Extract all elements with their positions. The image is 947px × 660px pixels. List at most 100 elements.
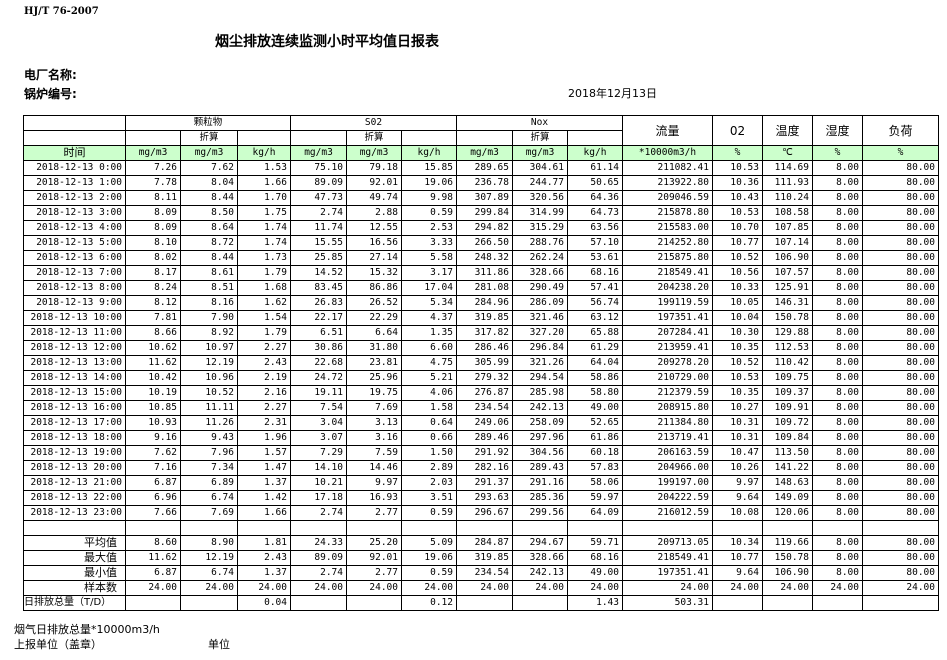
unit-label: kg/h — [567, 145, 623, 161]
cell — [290, 520, 347, 536]
value-cell: 5.58 — [401, 250, 457, 266]
value-cell: 258.09 — [512, 415, 568, 431]
value-cell: 210729.00 — [622, 370, 713, 386]
value-cell: 8.61 — [180, 265, 238, 281]
value-cell: 80.00 — [862, 445, 939, 461]
value-cell: 24.00 — [512, 580, 568, 596]
value-cell: 8.44 — [180, 190, 238, 206]
time-cell: 2018-12-13 15:00 — [23, 385, 126, 401]
value-cell: 8.00 — [812, 190, 863, 206]
cell — [23, 115, 126, 131]
value-cell: 30.86 — [290, 340, 347, 356]
value-cell: 10.26 — [712, 460, 763, 476]
value-cell: 305.99 — [456, 355, 513, 371]
value-cell: 80.00 — [862, 160, 939, 176]
unit-label: ℃ — [762, 145, 813, 161]
value-cell: 2.77 — [346, 565, 402, 581]
value-cell: 208915.80 — [622, 400, 713, 416]
converted-label: 折算 — [180, 130, 238, 146]
value-cell: 197351.41 — [622, 310, 713, 326]
summary-label: 样本数 — [23, 580, 126, 596]
value-cell: 92.01 — [346, 175, 402, 191]
value-cell: 199119.59 — [622, 295, 713, 311]
value-cell: 296.67 — [456, 505, 513, 521]
value-cell: 249.06 — [456, 415, 513, 431]
value-cell: 289.65 — [456, 160, 513, 176]
value-cell: 80.00 — [862, 205, 939, 221]
value-cell: 10.35 — [712, 340, 763, 356]
value-cell: 8.50 — [180, 205, 238, 221]
value-cell: 8.00 — [812, 175, 863, 191]
value-cell: 58.80 — [567, 385, 623, 401]
value-cell: 80.00 — [862, 565, 939, 581]
value-cell: 299.56 — [512, 505, 568, 521]
value-cell: 8.44 — [180, 250, 238, 266]
value-cell: 65.88 — [567, 325, 623, 341]
value-cell: 8.11 — [125, 190, 181, 206]
value-cell: 209278.20 — [622, 355, 713, 371]
table-row: 样本数 24.00 24.00 24.00 24.00 24.00 24.00 24.00 24… — [23, 580, 939, 596]
unit: 单位 — [208, 638, 230, 651]
value-cell: 3.16 — [346, 430, 402, 446]
value-cell: 106.90 — [762, 565, 813, 581]
unit-label: mg/m3 — [512, 145, 568, 161]
value-cell: 63.12 — [567, 310, 623, 326]
cell — [456, 130, 513, 146]
time-cell: 2018-12-13 12:00 — [23, 340, 126, 356]
value-cell: 285.98 — [512, 385, 568, 401]
value-cell: 7.26 — [125, 160, 181, 176]
value-cell: 8.00 — [812, 460, 863, 476]
value-cell: 80.00 — [862, 370, 939, 386]
value-cell: 1.79 — [237, 265, 291, 281]
value-cell: 9.16 — [125, 430, 181, 446]
table-row: 折算 折算 折算 — [23, 130, 939, 146]
value-cell: 149.09 — [762, 490, 813, 506]
cell — [237, 130, 291, 146]
value-cell — [180, 595, 238, 611]
time-cell: 2018-12-13 5:00 — [23, 235, 126, 251]
value-cell: 10.47 — [712, 445, 763, 461]
value-cell: 199197.00 — [622, 475, 713, 491]
value-cell: 8.00 — [812, 505, 863, 521]
value-cell: 53.61 — [567, 250, 623, 266]
value-cell: 2.89 — [401, 460, 457, 476]
value-cell: 294.82 — [456, 220, 513, 236]
table-row — [23, 520, 939, 536]
plant-label: 电厂名称: — [24, 68, 77, 82]
table-row: 2018-12-13 20:00 7.16 7.34 1.47 14.10 14.46 2.… — [23, 460, 939, 476]
title: 烟尘排放连续监测小时平均值日报表 — [215, 34, 439, 50]
value-cell: 24.00 — [762, 580, 813, 596]
value-cell: 8.00 — [812, 415, 863, 431]
value-cell: 8.00 — [812, 235, 863, 251]
value-cell: 8.04 — [180, 175, 238, 191]
value-cell: 92.01 — [346, 550, 402, 566]
value-cell: 296.84 — [512, 340, 568, 356]
table-row: 2018-12-13 15:00 10.19 10.52 2.16 19.11 19.75… — [23, 385, 939, 401]
unit-label: % — [862, 145, 939, 161]
value-cell: 14.10 — [290, 460, 347, 476]
value-cell: 8.16 — [180, 295, 238, 311]
time-cell: 2018-12-13 2:00 — [23, 190, 126, 206]
value-cell: 80.00 — [862, 505, 939, 521]
table-row: 时间 mg/m3 mg/m3 kg/h mg/m3 mg/m3 kg/h mg/m3 mg/m3… — [23, 145, 939, 161]
value-cell: 1.37 — [237, 565, 291, 581]
column-header: 温度 — [762, 115, 813, 146]
value-cell: 63.56 — [567, 220, 623, 236]
value-cell: 31.80 — [346, 340, 402, 356]
value-cell: 211082.41 — [622, 160, 713, 176]
value-cell — [125, 595, 181, 611]
value-cell: 6.74 — [180, 565, 238, 581]
value-cell: 1.74 — [237, 220, 291, 236]
table-row: 2018-12-13 12:00 10.62 10.97 2.27 30.86 31.80… — [23, 340, 939, 356]
value-cell: 1.50 — [401, 445, 457, 461]
value-cell: 8.90 — [180, 535, 238, 551]
time-cell: 2018-12-13 19:00 — [23, 445, 126, 461]
value-cell: 3.33 — [401, 235, 457, 251]
value-cell — [812, 595, 863, 611]
value-cell: 1.79 — [237, 325, 291, 341]
value-cell: 9.97 — [346, 475, 402, 491]
value-cell: 114.69 — [762, 160, 813, 176]
value-cell: 2.74 — [290, 205, 347, 221]
value-cell: 319.85 — [456, 550, 513, 566]
cell — [23, 520, 126, 536]
